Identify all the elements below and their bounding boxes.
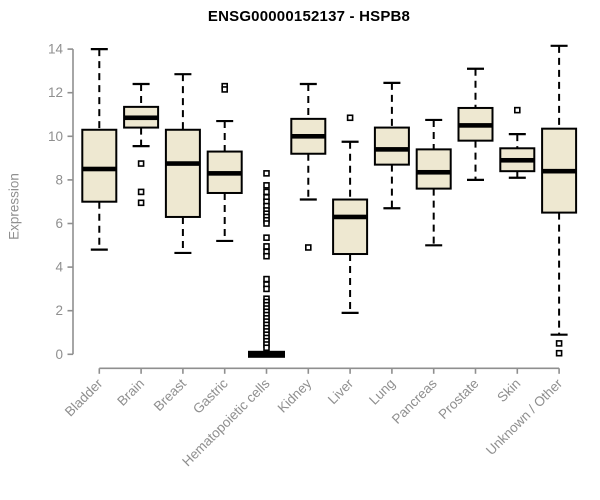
outlier-hematopoietic-cells: [263, 275, 270, 283]
outlier-hematopoietic-cells: [263, 243, 270, 250]
box-breast: [164, 128, 201, 218]
x-category-label-bladder: Bladder: [62, 375, 106, 419]
outlier-unknown-other: [555, 340, 563, 347]
x-category-label-brain: Brain: [114, 376, 147, 409]
outlier-hematopoietic-cells: [263, 285, 270, 293]
outlier-hematopoietic-cells: [263, 170, 270, 177]
box-pancreas: [415, 148, 452, 190]
x-category-label-unknown-other: Unknown / Other: [483, 375, 566, 458]
box-liver: [332, 198, 369, 256]
y-tick-label: 12: [48, 85, 63, 100]
outlier-hematopoietic-cells: [263, 188, 270, 196]
box-collapsed-hematopoietic-cells: [248, 350, 285, 358]
median-bladder: [82, 166, 117, 172]
median-unknown-other: [542, 168, 577, 174]
median-lung: [374, 147, 409, 152]
outlier-skin: [513, 106, 521, 114]
outlier-unknown-other: [555, 349, 563, 357]
outlier-liver: [346, 114, 354, 122]
outlier-hematopoietic-cells: [263, 234, 270, 241]
x-category-label-breast: Breast: [151, 376, 189, 414]
outlier-hematopoietic-cells: [263, 252, 270, 260]
y-tick-label: 10: [48, 129, 63, 144]
y-tick-label: 8: [55, 172, 63, 187]
outlier-hematopoietic-cells: [263, 182, 270, 189]
y-tick-label: 4: [55, 260, 63, 275]
outlier-brain: [137, 199, 145, 207]
median-skin: [500, 157, 535, 163]
y-tick-label: 6: [55, 216, 63, 231]
median-breast: [165, 161, 200, 166]
x-category-label-liver: Liver: [325, 375, 357, 407]
box-lung: [373, 126, 410, 166]
outlier-brain: [137, 160, 145, 167]
y-tick-label: 14: [48, 42, 64, 57]
x-category-label-gastric: Gastric: [190, 376, 231, 417]
x-category-label-skin: Skin: [494, 376, 523, 405]
median-brain: [124, 115, 159, 121]
outlier-hematopoietic-cells: [263, 220, 270, 227]
outlier-gastric: [221, 86, 228, 93]
x-category-label-prostate: Prostate: [435, 376, 481, 422]
median-prostate: [458, 123, 493, 128]
outlier-brain: [137, 188, 145, 196]
x-category-label-kidney: Kidney: [275, 376, 315, 416]
y-tick-label: 0: [55, 347, 63, 362]
x-category-label-lung: Lung: [366, 376, 398, 408]
box-bladder: [81, 128, 118, 203]
median-kidney: [291, 134, 326, 139]
y-tick-label: 2: [55, 303, 63, 318]
median-gastric: [207, 171, 242, 176]
x-category-label-pancreas: Pancreas: [389, 376, 440, 427]
median-pancreas: [416, 169, 451, 175]
median-liver: [333, 214, 368, 220]
outlier-kidney: [304, 244, 312, 251]
outlier-hematopoietic-cells: [263, 344, 270, 352]
chart-title: ENSG00000152137 - HSPB8: [207, 8, 411, 25]
